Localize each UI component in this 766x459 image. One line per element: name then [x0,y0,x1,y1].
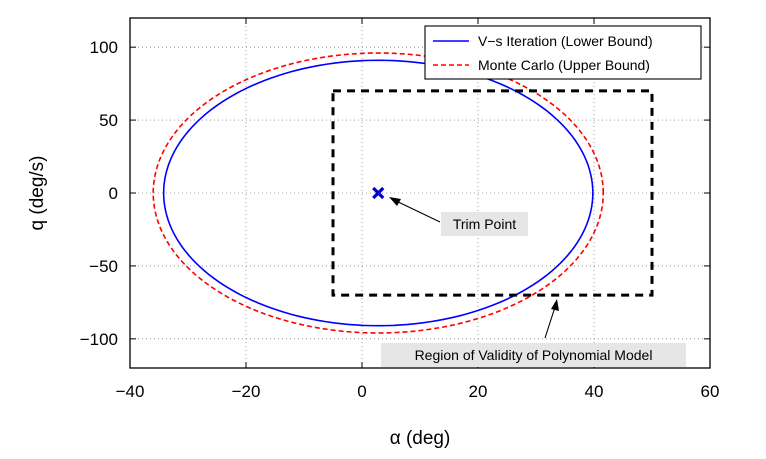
x-tick-label: −20 [232,382,261,401]
y-tick-label: −50 [89,257,118,276]
legend-label-monte-carlo: Monte Carlo (Upper Bound) [478,57,650,73]
x-tick-label: 20 [469,382,488,401]
legend: V−s Iteration (Lower Bound) Monte Carlo … [424,25,702,80]
region-annotation: Region of Validity of Polynomial Model [381,299,686,367]
y-tick-label: 100 [90,38,118,57]
y-tick-label: 0 [109,184,118,203]
x-axis-ticks: −40 −20 0 20 40 60 [116,18,720,401]
trim-point-arrowhead [389,197,401,206]
trim-point-arrow [391,198,441,223]
trim-point-x-stroke [372,186,385,200]
x-tick-label: 0 [357,382,366,401]
region-label: Region of Validity of Polynomial Model [415,347,653,363]
trim-point-annotation: Trim Point [389,197,528,236]
y-axis-label: q (deg/s) [27,156,48,231]
region-arrowhead [551,299,559,311]
y-axis-ticks: −100 −50 0 50 100 [80,38,710,349]
x-tick-label: −40 [116,382,145,401]
trim-point-label: Trim Point [453,216,516,232]
region-label-box [381,343,686,367]
grid [130,18,710,368]
legend-label-vs-iteration: V−s Iteration (Lower Bound) [478,33,653,49]
x-tick-label: 60 [701,382,720,401]
legend-box [424,25,702,80]
x-tick-label: 40 [585,382,604,401]
trim-point-marker [372,186,385,200]
trim-point-label-box [441,212,528,236]
series-monte-carlo-line [152,52,605,334]
region-of-validity-box [331,89,654,297]
x-axis-label: α (deg) [390,428,451,449]
y-tick-label: 50 [99,111,118,130]
y-tick-label: −100 [80,330,118,349]
